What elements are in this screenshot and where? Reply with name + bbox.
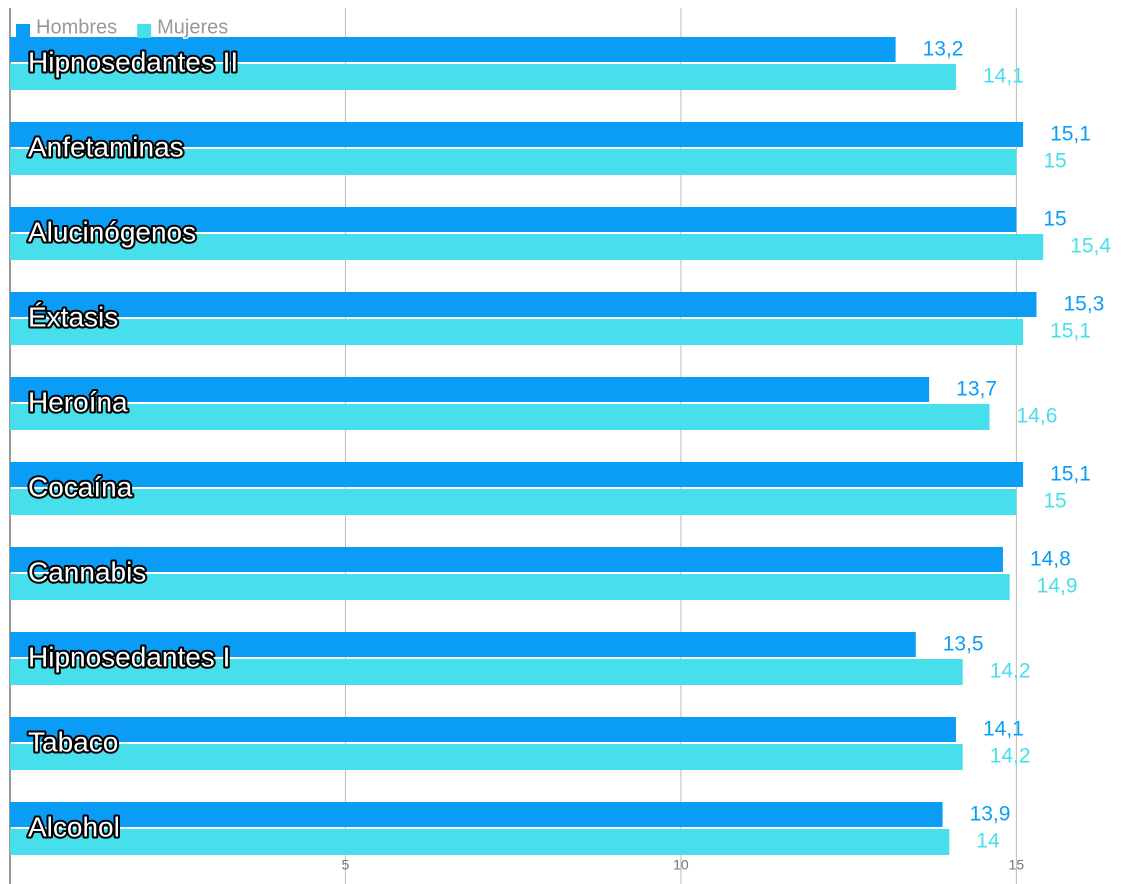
bar [10, 319, 1024, 345]
value-label: 14,9 [1037, 575, 1078, 598]
bar [10, 717, 956, 742]
category-label: Hipnosedantes II [28, 46, 238, 77]
x-tick-label: 10 [673, 857, 689, 873]
bar [10, 377, 930, 402]
bar [10, 64, 956, 90]
value-label: 15,1 [1050, 320, 1091, 343]
value-label: 13,5 [943, 633, 984, 656]
value-label: 15,3 [1063, 293, 1104, 316]
bar [10, 149, 1017, 175]
value-label: 14,2 [990, 745, 1031, 768]
value-label: 14,1 [983, 65, 1024, 88]
bar [10, 829, 950, 855]
bar [10, 292, 1037, 317]
value-label: 13,7 [956, 378, 997, 401]
category-label: Hipnosedantes I [28, 641, 230, 672]
legend-swatch [137, 24, 152, 38]
bar [10, 234, 1044, 260]
value-label: 14 [976, 830, 1000, 853]
value-label: 15 [1043, 208, 1066, 231]
category-label: Alcohol [28, 811, 120, 842]
value-label: 15 [1043, 490, 1066, 513]
value-label: 14,6 [1017, 405, 1058, 428]
value-label: 14,1 [983, 718, 1024, 741]
bar [10, 404, 990, 430]
bar [10, 489, 1017, 515]
value-label: 15,1 [1050, 463, 1091, 486]
category-label: Anfetaminas [28, 131, 184, 162]
category-label: Alucinógenos [28, 216, 196, 247]
value-label: 15,4 [1070, 235, 1111, 258]
value-label: 15,1 [1050, 123, 1091, 146]
value-label: 13,2 [923, 38, 964, 61]
bar [10, 122, 1024, 147]
category-label: Heroína [28, 386, 128, 417]
category-label: Éxtasis [28, 301, 118, 332]
x-tick-label: 5 [342, 857, 350, 873]
bar [10, 744, 963, 770]
bar [10, 802, 943, 827]
bar [10, 574, 1010, 600]
bar [10, 462, 1024, 487]
bar [10, 659, 963, 685]
category-label: Tabaco [28, 726, 118, 757]
category-label: Cannabis [28, 556, 146, 587]
category-label: Cocaína [28, 471, 133, 502]
legend-label: Hombres [36, 16, 117, 38]
value-label: 14,2 [990, 660, 1031, 683]
bar [10, 547, 1003, 572]
value-label: 15 [1043, 150, 1066, 173]
x-tick-label: 15 [1009, 857, 1025, 873]
bar [10, 37, 896, 62]
bar [10, 207, 1017, 232]
value-label: 14,8 [1030, 548, 1071, 571]
legend-swatch [16, 24, 30, 38]
bar [10, 632, 916, 657]
legend-label: Mujeres [157, 16, 228, 38]
value-label: 13,9 [970, 803, 1011, 826]
